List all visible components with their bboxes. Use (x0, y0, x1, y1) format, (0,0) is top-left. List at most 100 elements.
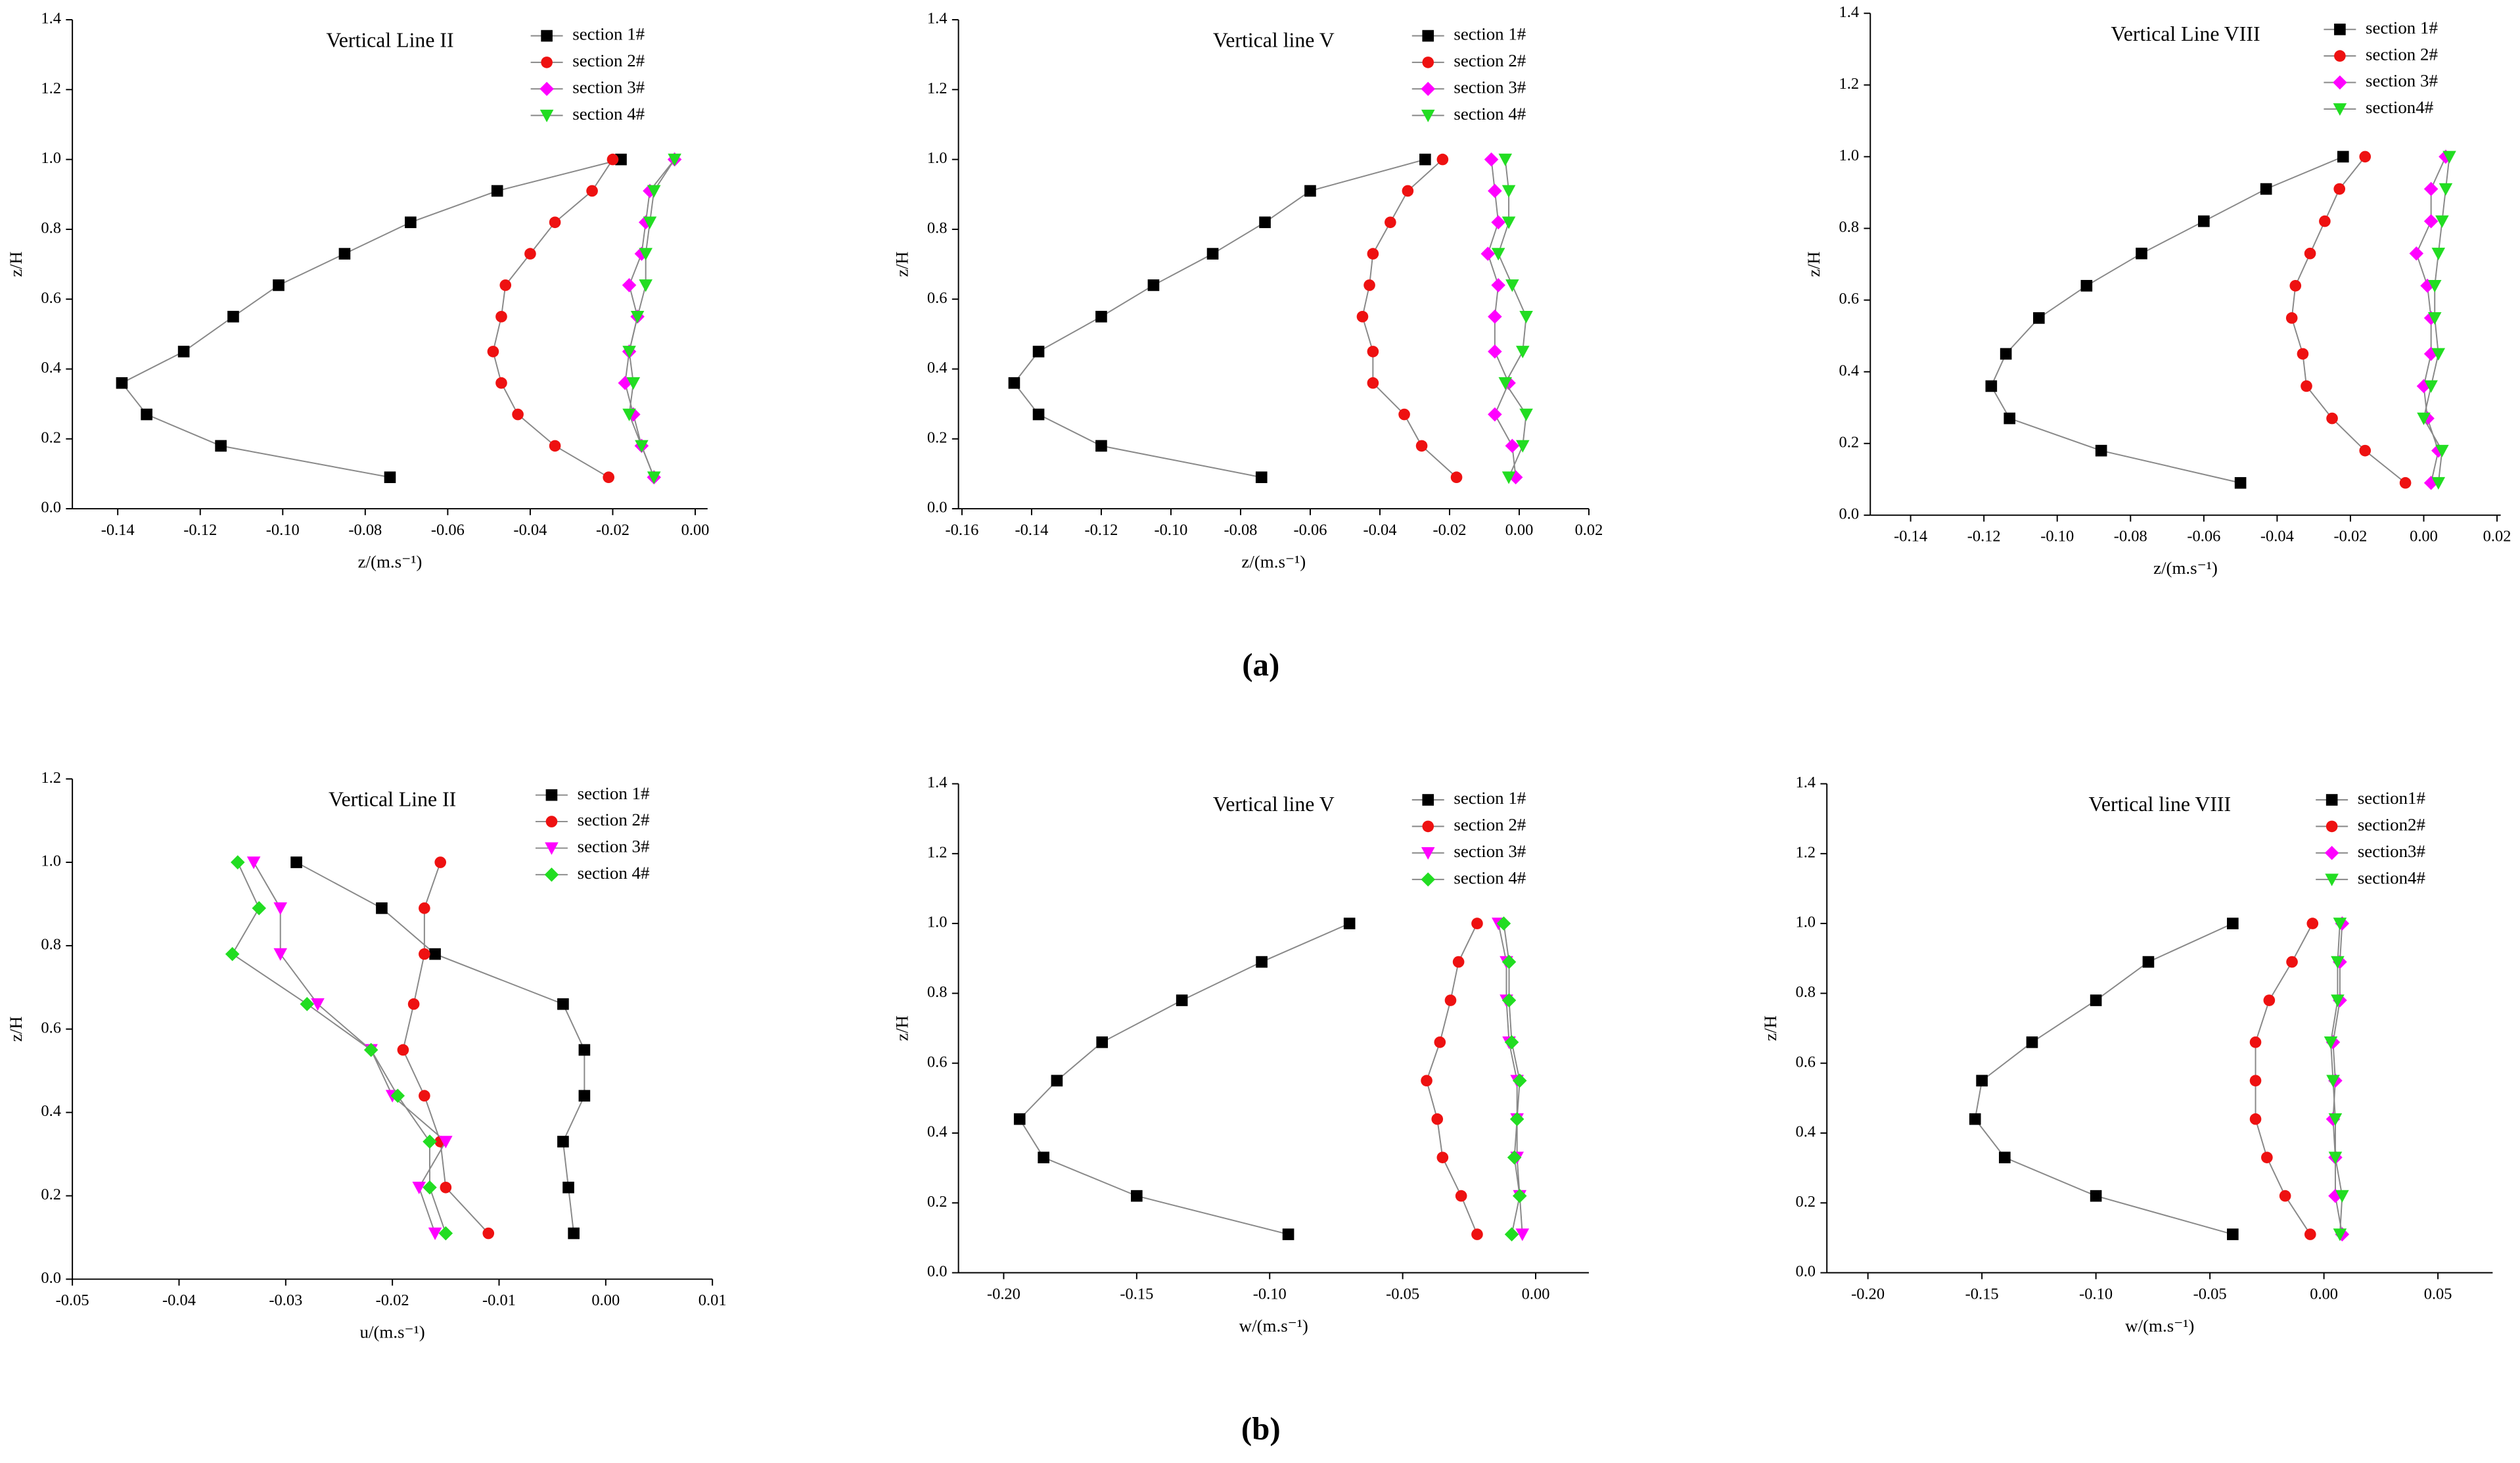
x-tick-label: -0.06 (2187, 528, 2220, 546)
series-line (1426, 923, 1478, 1235)
marker (626, 377, 641, 390)
marker (1515, 440, 1530, 453)
legend-marker (544, 868, 559, 882)
marker (1398, 408, 1410, 421)
panel-caption: (b) (1241, 1410, 1281, 1447)
x-tick-label: 0.02 (2483, 528, 2511, 546)
marker (2335, 1190, 2349, 1203)
y-tick-label: 0.2 (927, 429, 948, 446)
marker (568, 1227, 580, 1240)
marker (1176, 994, 1188, 1006)
x-tick-label: -0.05 (1386, 1285, 1419, 1303)
marker (1402, 185, 1414, 197)
y-tick-label: 0.8 (41, 220, 61, 237)
marker (1095, 440, 1107, 452)
y-tick-label: 0.4 (41, 359, 61, 377)
legend-marker (2333, 75, 2347, 90)
marker (2285, 312, 2298, 324)
y-tick-label: 1.2 (41, 769, 61, 787)
marker (407, 998, 420, 1010)
marker (397, 1044, 409, 1056)
marker (440, 1181, 452, 1194)
legend-label: section1# (2358, 788, 2425, 808)
marker (2326, 412, 2338, 425)
legend-label: section 4# (1454, 104, 1526, 124)
legend-label: section 4# (572, 104, 645, 124)
marker (1385, 216, 1396, 229)
marker (2427, 279, 2442, 293)
x-axis-label: u/(m.s⁻¹) (360, 1322, 425, 1342)
marker (1450, 471, 1463, 484)
marker (643, 216, 657, 229)
marker (603, 471, 614, 484)
y-tick-label: 1.0 (927, 914, 948, 931)
marker (1032, 346, 1045, 358)
legend-label: section 1# (572, 24, 645, 44)
x-tick-label: -0.15 (1965, 1285, 1999, 1303)
marker (439, 1136, 453, 1149)
marker (578, 1044, 591, 1056)
marker (1501, 185, 1516, 198)
marker (2227, 1228, 2239, 1240)
series-line (402, 862, 489, 1234)
x-tick-label: -0.04 (1363, 521, 1396, 539)
x-axis-label: w/(m.s⁻¹) (1239, 1316, 1308, 1335)
y-tick-label: 1.0 (1795, 914, 1816, 931)
x-tick-label: -0.02 (2333, 528, 2367, 546)
legend-label: section 3# (578, 837, 650, 856)
x-tick-label: -0.10 (2040, 528, 2074, 546)
marker (405, 216, 417, 229)
y-tick-label: 0.8 (927, 983, 948, 1001)
chart-title: Vertical line V (1213, 29, 1335, 52)
marker (434, 856, 447, 868)
marker (1356, 310, 1369, 323)
marker (557, 998, 569, 1010)
marker (2095, 444, 2107, 457)
x-tick-label: -0.15 (1120, 1285, 1153, 1303)
x-tick-label: -0.14 (1015, 521, 1048, 539)
y-tick-label: 0.2 (41, 429, 61, 446)
marker (2080, 279, 2093, 292)
marker (2399, 476, 2412, 489)
marker (562, 1181, 574, 1194)
x-axis-label: z/(m.s⁻¹) (1241, 551, 1306, 571)
series-line (253, 862, 447, 1234)
legend-marker (2324, 846, 2339, 860)
marker (2333, 917, 2347, 931)
x-tick-label: -0.01 (482, 1291, 516, 1309)
series-line (231, 862, 447, 1234)
marker (2142, 956, 2155, 968)
marker (1491, 248, 1505, 261)
legend-marker (2325, 820, 2338, 833)
marker (1038, 1151, 1049, 1163)
legend-marker (1422, 30, 1434, 42)
series-line (1362, 158, 1457, 478)
legend-label: section 2# (1454, 815, 1526, 835)
marker (1206, 248, 1219, 260)
marker (1421, 1075, 1432, 1087)
x-tick-label: -0.12 (1084, 521, 1118, 539)
x-tick-label: -0.16 (945, 521, 978, 539)
y-tick-label: 0.4 (927, 359, 948, 377)
y-tick-label: 0.0 (1839, 505, 1860, 522)
marker (1095, 310, 1107, 323)
marker (1256, 956, 1268, 968)
marker (419, 948, 430, 960)
series-line (296, 862, 585, 1234)
x-tick-label: -0.14 (1894, 528, 1927, 546)
x-tick-label: -0.04 (162, 1291, 196, 1309)
y-axis-label: z/H (1804, 252, 1823, 277)
marker (2409, 246, 2424, 261)
marker (1436, 153, 1449, 166)
marker (2423, 346, 2439, 361)
marker (1343, 917, 1356, 929)
y-tick-label: 0.2 (1795, 1193, 1816, 1211)
marker (2331, 956, 2345, 969)
marker (2306, 917, 2319, 929)
marker (338, 248, 351, 260)
y-tick-label: 1.4 (1839, 3, 1860, 21)
marker (1501, 471, 1516, 484)
marker (215, 440, 227, 452)
marker (1519, 408, 1533, 421)
legend-label: section 1# (578, 783, 650, 803)
